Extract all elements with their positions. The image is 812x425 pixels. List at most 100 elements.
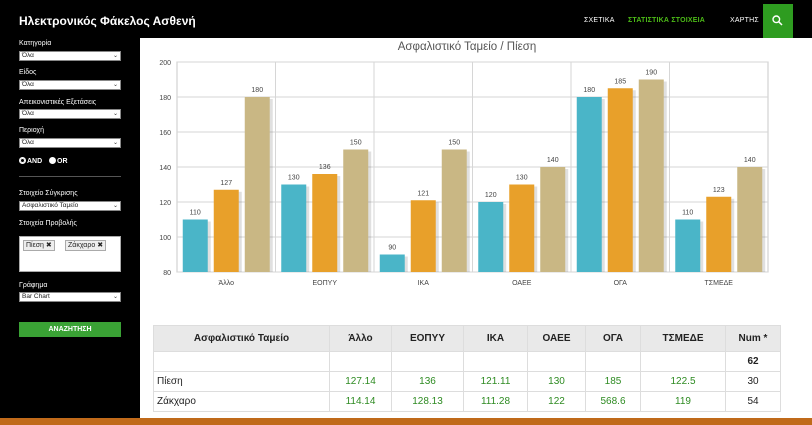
y-tick-label: 100 (159, 235, 171, 242)
bar (607, 88, 633, 272)
table-cell-num: 54 (725, 391, 781, 412)
radio-or-label: OR (57, 158, 68, 165)
data-label: 140 (744, 157, 756, 164)
table-cell-num: 30 (725, 371, 781, 392)
bar (675, 219, 701, 272)
search-icon (772, 15, 783, 26)
tag-sugar: Ζάκχαρο ✖ (65, 240, 107, 251)
data-label: 180 (251, 87, 263, 94)
total-num-cell: 62 (725, 351, 781, 372)
data-label: 123 (713, 187, 725, 194)
close-icon[interactable]: ✖ (45, 242, 52, 249)
exams-label: Απεικονιστικές Εξετάσεις (19, 99, 97, 106)
bar (706, 196, 732, 272)
chevron-down-icon: ⌄ (112, 82, 118, 88)
table-cell: 130 (527, 371, 586, 392)
radio-and-dot[interactable] (19, 157, 26, 164)
table-cell: 185 (585, 371, 641, 392)
type-select[interactable]: Όλα ⌄ (19, 80, 121, 90)
x-tick-label: ΕΟΠΥΥ (312, 280, 337, 287)
table-header: ΤΣΜΕΔΕ (640, 325, 726, 352)
display-tags-input[interactable]: Πίεση ✖ Ζάκχαρο ✖ (19, 236, 121, 272)
chevron-down-icon: ⌄ (112, 294, 118, 300)
exams-select[interactable]: Όλα ⌄ (19, 109, 121, 119)
bar (281, 184, 307, 272)
compare-select-value: Ασφαλιστικό Ταμείο (22, 202, 79, 209)
data-label: 190 (645, 70, 657, 77)
data-label: 121 (417, 190, 429, 197)
brand-title[interactable]: Ηλεκτρονικός Φάκελος Ασθενή (19, 14, 196, 28)
x-tick-label: Άλλο (219, 280, 235, 287)
nav-link-about[interactable]: ΣΧΕΤΙΚΑ (584, 17, 615, 24)
data-label: 136 (319, 164, 331, 171)
data-label: 130 (288, 175, 300, 182)
type-label: Είδος (19, 69, 37, 76)
graph-type-select[interactable]: Bar Chart ⌄ (19, 292, 121, 302)
table-header-row: Ασφαλιστικό Ταμείο Άλλο ΕΟΠΥΥ ΙΚΑ ΟΑΕΕ Ο… (153, 325, 781, 352)
data-label: 120 (485, 192, 497, 199)
radio-or-dot[interactable] (49, 157, 56, 164)
data-label: 185 (614, 78, 626, 85)
table-cell: 128.13 (391, 391, 464, 412)
bar (540, 167, 566, 272)
data-label: 140 (547, 157, 559, 164)
search-submit-button[interactable]: ΑΝΑΖΗΤΗΣΗ (19, 322, 121, 337)
region-select-value: Όλα (22, 139, 34, 146)
compare-select[interactable]: Ασφαλιστικό Ταμείο ⌄ (19, 201, 121, 211)
results-table: Ασφαλιστικό Ταμείο Άλλο ΕΟΠΥΥ ΙΚΑ ΟΑΕΕ Ο… (153, 325, 781, 412)
data-label: 130 (516, 175, 528, 182)
chevron-down-icon: ⌄ (112, 111, 118, 117)
category-select-value: Όλα (22, 52, 34, 59)
nav-link-map[interactable]: ΧΑΡΤΗΣ (730, 17, 759, 24)
filter-sidebar (0, 38, 140, 425)
display-label: Στοιχεία Προβολής (19, 220, 77, 227)
sidebar-divider (19, 176, 121, 177)
table-header: Ασφαλιστικό Ταμείο (153, 325, 330, 352)
x-tick-label: ΟΓΑ (614, 280, 628, 287)
bar (478, 202, 504, 272)
category-select[interactable]: Όλα ⌄ (19, 51, 121, 61)
data-label: 150 (448, 140, 460, 147)
exams-select-value: Όλα (22, 110, 34, 117)
bar (182, 219, 208, 272)
tag-sugar-label: Ζάκχαρο (68, 242, 96, 249)
x-tick-label: ΟΑΕΕ (512, 280, 532, 287)
region-select[interactable]: Όλα ⌄ (19, 138, 121, 148)
y-tick-label: 140 (159, 165, 171, 172)
graph-label: Γράφημα (19, 282, 48, 289)
y-tick-label: 200 (159, 60, 171, 67)
data-label: 150 (350, 140, 362, 147)
close-icon[interactable]: ✖ (97, 242, 104, 249)
x-tick-label: ΤΣΜΕΔΕ (705, 280, 734, 287)
compare-label: Στοιχείο Σύγκρισης (19, 190, 78, 197)
table-cell: 121.11 (463, 371, 528, 392)
y-tick-label: 80 (163, 270, 171, 277)
bar (343, 149, 369, 272)
chevron-down-icon: ⌄ (112, 140, 118, 146)
y-tick-label: 160 (159, 130, 171, 137)
row-label: Ζάκχαρο (153, 391, 330, 412)
row-label: Πίεση (153, 371, 330, 392)
table-header: ΟΓΑ (585, 325, 641, 352)
radio-and[interactable]: AND (19, 157, 42, 165)
bar (441, 149, 467, 272)
table-row-total: 62 (153, 351, 781, 372)
data-label: 110 (190, 210, 201, 217)
bar (244, 97, 270, 272)
bar (509, 184, 535, 272)
x-tick-label: ΙΚΑ (418, 280, 430, 287)
category-label: Κατηγορία (19, 40, 52, 47)
table-cell: 568.6 (585, 391, 641, 412)
search-button[interactable] (763, 4, 793, 38)
data-label: 90 (388, 245, 396, 252)
table-cell: 114.14 (329, 391, 392, 412)
table-row: Πίεση 127.14 136 121.11 130 185 122.5 30 (153, 371, 781, 392)
nav-link-statistics[interactable]: ΣΤΑΤΙΣΤΙΚΑ ΣΤΟΙΧΕΙΑ (628, 17, 706, 24)
bar (638, 79, 664, 272)
bar (576, 97, 602, 272)
y-tick-label: 180 (159, 95, 171, 102)
radio-or[interactable]: OR (49, 157, 68, 165)
bar-chart: 80 100 120 140 160 180 200 110 127 180 Άλλο 130 136 1… (159, 60, 769, 287)
table-cell: 111.28 (463, 391, 528, 412)
radio-and-label: AND (27, 158, 43, 165)
